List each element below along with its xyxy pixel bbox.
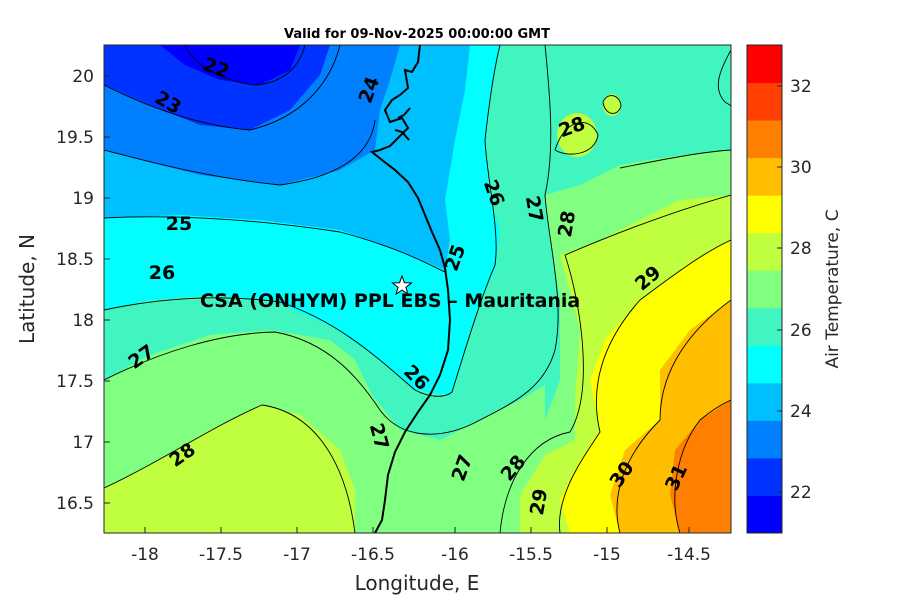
colorbar-segment [747, 120, 782, 159]
colorbar-tick-label: 22 [790, 483, 812, 503]
y-tick-label: 17.5 [56, 372, 94, 392]
y-tick-label: 19 [72, 189, 94, 209]
y-axis-label: Latitude, N [15, 234, 39, 344]
colorbar-segment [747, 420, 782, 459]
colorbar-segment [747, 232, 782, 271]
y-tick-label: 20 [72, 67, 94, 87]
x-tick-label: -15 [593, 545, 621, 565]
colorbar-tick-label: 30 [790, 158, 812, 178]
band-28-29-island [557, 113, 597, 157]
y-tick-label: 19.5 [56, 128, 94, 148]
x-tick-label: -16 [441, 545, 469, 565]
x-tick-label: -17 [283, 545, 311, 565]
x-tick-label: -14.5 [667, 545, 711, 565]
colorbar-segment [747, 457, 782, 496]
colorbar [747, 45, 782, 534]
colorbar-frame [746, 44, 783, 534]
y-tick-label: 17 [72, 433, 94, 453]
colorbar-segment [747, 307, 782, 346]
colorbar-ticks: 32 30 28 26 24 22 [777, 77, 812, 503]
plot-frame [103, 44, 732, 534]
x-tick-label: -17.5 [199, 545, 243, 565]
contour-label: 26 [149, 262, 175, 284]
x-tick-label: -16.5 [351, 545, 395, 565]
contour-label: 27 [521, 194, 547, 224]
colorbar-segment [747, 195, 782, 234]
colorbar-label: Air Temperature, C [823, 209, 843, 368]
colorbar-segment [747, 45, 782, 84]
colorbar-tick-label: 24 [790, 402, 812, 422]
x-tick-label: -18 [131, 545, 159, 565]
x-axis-label: Longitude, E [355, 571, 480, 595]
colorbar-segment [747, 495, 782, 534]
band-31-32 [670, 400, 731, 533]
contour-lines [104, 45, 731, 533]
y-tick-label: 18 [72, 311, 94, 331]
coastline [369, 45, 452, 533]
x-tick-label: -15.5 [509, 545, 553, 565]
y-tick-label: 18.5 [56, 250, 94, 270]
colorbar-segment [747, 345, 782, 384]
colorbar-tick-label: 32 [790, 77, 812, 97]
band-21-22 [160, 45, 300, 85]
band-28-29-small-island [603, 94, 621, 116]
colorbar-segment [747, 382, 782, 421]
y-axis: 20 19.5 19 18.5 18 17.5 17 16.5 Latitude… [15, 67, 110, 514]
colorbar-tick-label: 26 [790, 321, 812, 341]
site-star-icon [391, 274, 413, 296]
colorbar-segment [747, 270, 782, 309]
colorbar-tick-label: 28 [790, 239, 812, 259]
colorbar-segment [747, 82, 782, 121]
x-axis: -18 -17.5 -17 -16.5 -16 -15.5 -15 -14.5 … [131, 527, 711, 595]
band-28-29-west [104, 405, 355, 533]
contour-label: 29 [526, 487, 552, 517]
contour-label: 28 [554, 209, 580, 239]
contour-label: 25 [166, 213, 192, 235]
colorbar-segment [747, 157, 782, 196]
temperature-field [104, 45, 731, 533]
chart-title: Valid for 09-Nov-2025 00:00:00 GMT [284, 27, 550, 42]
site-label: CSA (ONHYM) PPL EBS – Mauritania [200, 290, 580, 312]
y-tick-label: 16.5 [56, 494, 94, 514]
